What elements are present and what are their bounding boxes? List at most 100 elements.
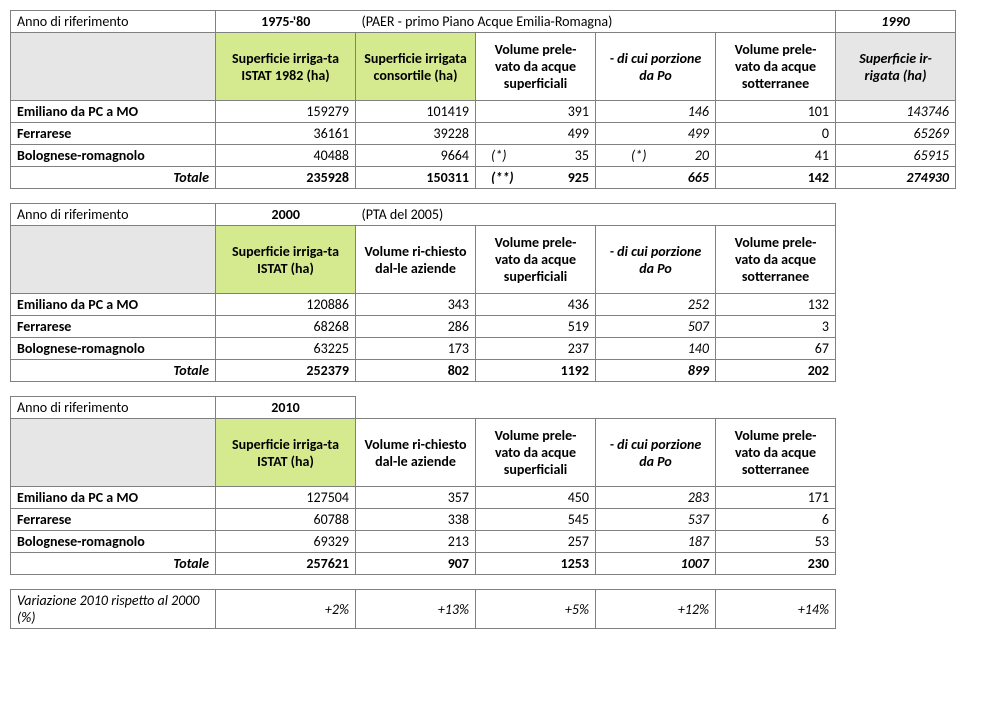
cell: 146 [596,101,716,123]
table-row: Bolognese-romagnolo 40488 9664 (*)35 (*)… [11,145,956,167]
blank-header [11,226,216,294]
cell: 436 [476,294,596,316]
row-label: Bolognese-romagnolo [11,531,216,553]
cell: (*)20 [596,145,716,167]
cell: 36161 [216,123,356,145]
cell: 252379 [216,360,356,382]
row-label: Emiliano da PC a MO [11,101,216,123]
cell: 537 [596,509,716,531]
table-1975-1990: Anno di riferimento 1975-'80 (PAER - pri… [10,10,956,189]
cell: 6 [716,509,836,531]
t1-note: (PAER - primo Piano Acque Emilia-Romagna… [356,11,836,33]
cell: 140 [596,338,716,360]
t3-h-c2: Volume ri-chiesto dal-le aziende [356,419,476,487]
cell: 391 [476,101,596,123]
cell: 187 [596,531,716,553]
cell: 450 [476,487,596,509]
cell: 127504 [216,487,356,509]
cell: 60788 [216,509,356,531]
t2-h-c4: - di cui porzione da Po [596,226,716,294]
cell: 143746 [836,101,956,123]
table-row-totale: Totale 257621 907 1253 1007 230 [11,553,836,575]
cell: 173 [356,338,476,360]
cell: 41 [716,145,836,167]
cell: +5% [476,590,596,629]
cell: 101419 [356,101,476,123]
cell: 907 [356,553,476,575]
t1-year1990: 1990 [836,11,956,33]
cell: 237 [476,338,596,360]
t2-h-c2: Volume ri-chiesto dal-le aziende [356,226,476,294]
cell: +14% [716,590,836,629]
table-row-totale: Totale 252379 802 1192 899 202 [11,360,836,382]
cell: 357 [356,487,476,509]
cell: 283 [596,487,716,509]
cell: 519 [476,316,596,338]
cell: 3 [716,316,836,338]
cell: 338 [356,509,476,531]
cell: 213 [356,531,476,553]
anno-label: Anno di riferimento [11,11,216,33]
cell: +12% [596,590,716,629]
cell: 67 [716,338,836,360]
cell: 40488 [216,145,356,167]
row-label: Ferrarese [11,123,216,145]
cell: 39228 [356,123,476,145]
blank-header [11,419,216,487]
row-label: Ferrarese [11,509,216,531]
row-label: Emiliano da PC a MO [11,294,216,316]
t1-h-c4: - di cui porzione da Po [596,33,716,101]
cell: 802 [356,360,476,382]
cell: 69329 [216,531,356,553]
cell: 63225 [216,338,356,360]
cell: 230 [716,553,836,575]
cell: 202 [716,360,836,382]
t1-h-c6: Superficie ir-rigata (ha) [836,33,956,101]
t3-h-c5: Volume prele-vato da acque sotterranee [716,419,836,487]
t1-h-c1: Superficie irriga-ta ISTAT 1982 (ha) [216,33,356,101]
t2-h-c5: Volume prele-vato da acque sotterranee [716,226,836,294]
table-row: Emiliano da PC a MO 159279 101419 391 14… [11,101,956,123]
t1-h-c3: Volume prele-vato da acque superficiali [476,33,596,101]
cell: 274930 [836,167,956,189]
cell: 257 [476,531,596,553]
cell: 65269 [836,123,956,145]
cell: 899 [596,360,716,382]
table-row: Emiliano da PC a MO 127504 357 450 283 1… [11,487,836,509]
t3-year: 2010 [216,397,356,419]
cell: 150311 [356,167,476,189]
table-variazione: Variazione 2010 rispetto al 2000 (%) +2%… [10,589,836,629]
t2-h-c1: Superficie irriga-ta ISTAT (ha) [216,226,356,294]
cell: 286 [356,316,476,338]
totale-label: Totale [11,360,216,382]
anno-label: Anno di riferimento [11,397,216,419]
table-2000: Anno di riferimento 2000 (PTA del 2005) … [10,203,836,382]
cell: 101 [716,101,836,123]
cell: 1007 [596,553,716,575]
cell: 159279 [216,101,356,123]
cell: 53 [716,531,836,553]
table-row: Ferrarese 36161 39228 499 499 0 65269 [11,123,956,145]
t1-h-c2: Superficie irrigata consortile (ha) [356,33,476,101]
cell: (**)925 [476,167,596,189]
table-row: Bolognese-romagnolo 63225 173 237 140 67 [11,338,836,360]
cell: 1253 [476,553,596,575]
t2-note: (PTA del 2005) [356,204,836,226]
cell: 499 [596,123,716,145]
table-row-totale: Totale 235928 150311 (**)925 665 142 274… [11,167,956,189]
variazione-label: Variazione 2010 rispetto al 2000 (%) [11,590,216,629]
row-label: Ferrarese [11,316,216,338]
t3-h-c4: - di cui porzione da Po [596,419,716,487]
t1-h-c5: Volume prele-vato da acque sotterranee [716,33,836,101]
cell: +13% [356,590,476,629]
cell: 142 [716,167,836,189]
cell: +2% [216,590,356,629]
cell: 171 [716,487,836,509]
cell: 507 [596,316,716,338]
row-label: Bolognese-romagnolo [11,338,216,360]
table-row: Ferrarese 68268 286 519 507 3 [11,316,836,338]
row-label: Emiliano da PC a MO [11,487,216,509]
anno-label: Anno di riferimento [11,204,216,226]
cell: 499 [476,123,596,145]
cell: 68268 [216,316,356,338]
